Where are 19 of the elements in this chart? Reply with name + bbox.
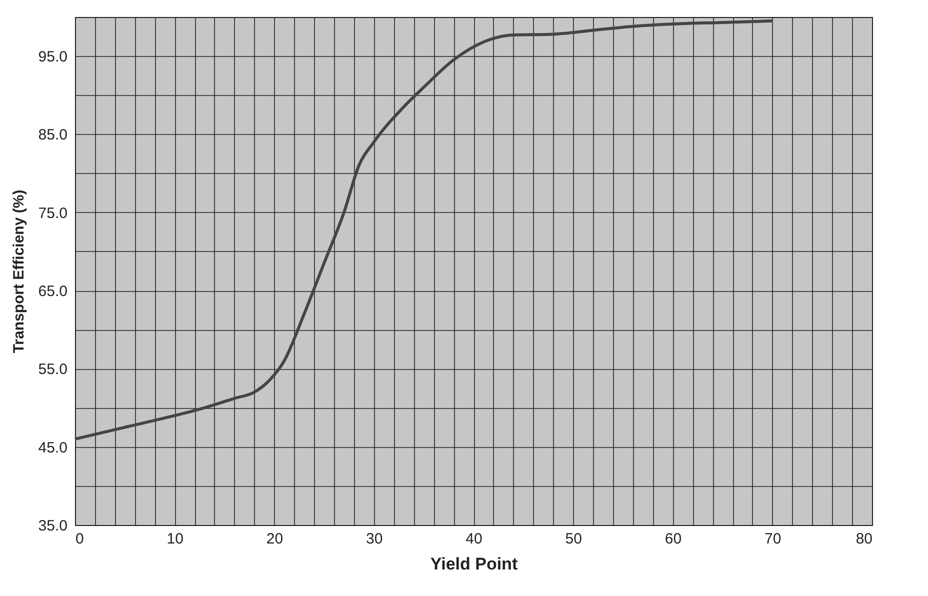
y-tick-label: 55.0 <box>38 361 68 378</box>
y-tick-label: 85.0 <box>38 126 68 144</box>
line-series <box>74 19 774 441</box>
y-axis-title: Transport Efficieny (%) <box>10 190 28 354</box>
x-tick-label: 80 <box>856 530 872 548</box>
x-tick-label: 40 <box>466 530 482 548</box>
y-tick-label: 45.0 <box>38 439 68 456</box>
x-tick-label: 10 <box>166 530 184 548</box>
x-tick-label: 70 <box>764 530 782 548</box>
y-tick-label: 35.0 <box>38 518 68 534</box>
x-tick-label: 60 <box>664 530 682 548</box>
x-tick-label: 50 <box>565 530 582 548</box>
y-tick-label: 65.0 <box>38 283 68 300</box>
y-tick-label: 95.0 <box>38 48 68 66</box>
x-tick-label: 30 <box>366 530 383 548</box>
x-tick-label: 20 <box>266 530 284 548</box>
x-tick-label: 0 <box>76 530 84 548</box>
y-tick-label: 75.0 <box>38 204 68 222</box>
x-axis-title: Yield Point <box>430 554 518 574</box>
